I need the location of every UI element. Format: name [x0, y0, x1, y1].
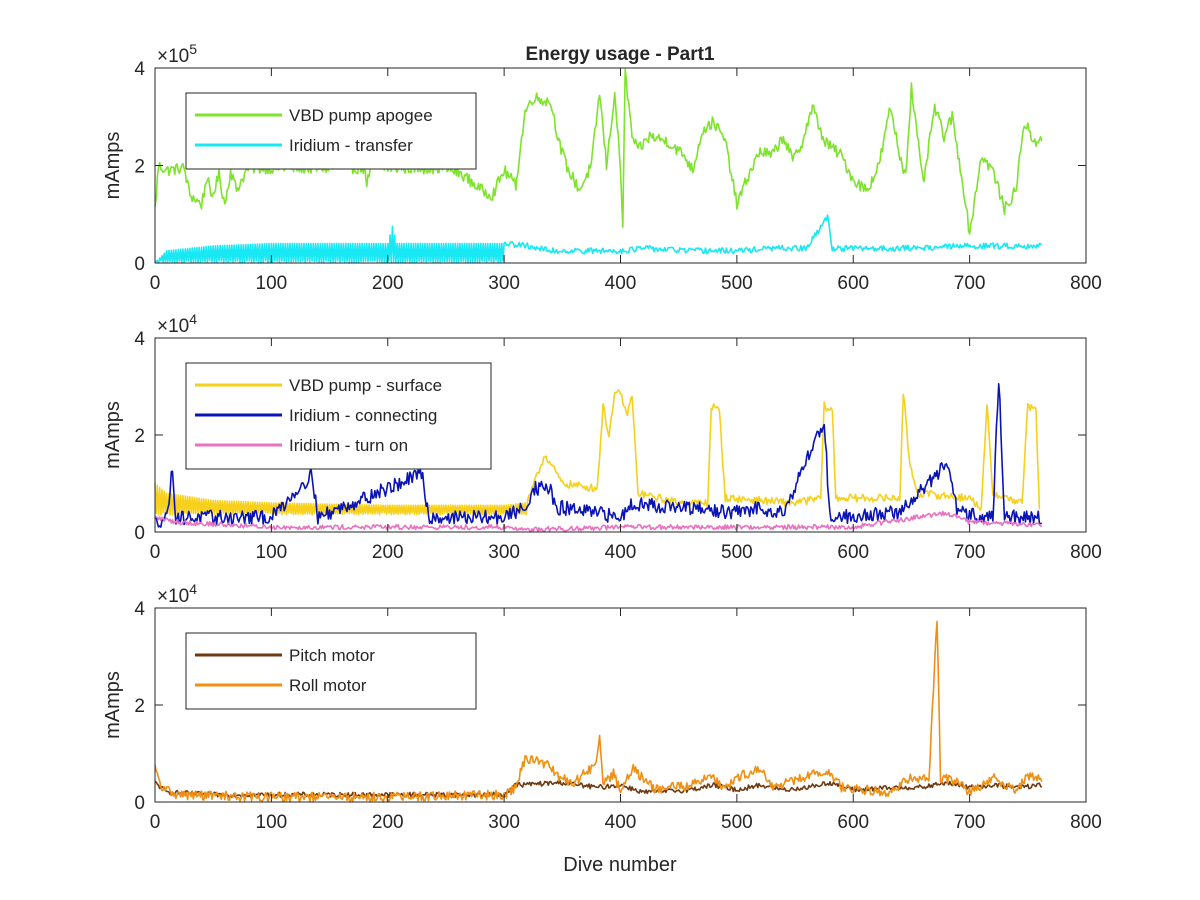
x-tick-label: 500 [721, 812, 753, 833]
y-axis-label: mAmps [102, 671, 124, 739]
y-tick-label: 2 [134, 426, 145, 447]
x-tick-label: 700 [954, 542, 986, 563]
y-tick-label: 0 [134, 523, 145, 544]
legend-box [185, 632, 477, 710]
x-tick-label: 100 [256, 542, 288, 563]
x-tick-label: 500 [721, 273, 753, 294]
series-line-iridium-transfer [154, 214, 1043, 264]
chart-title: Energy usage - Part1 [525, 44, 714, 65]
series-line-vbd-pump-surface [154, 389, 1041, 516]
y-tick-label: 4 [134, 329, 145, 350]
x-tick-label: 400 [605, 542, 637, 563]
y-tick-label: 4 [134, 59, 145, 80]
x-tick-label: 200 [372, 542, 404, 563]
series-line-pitch-motor [154, 779, 1043, 798]
x-tick-label: 600 [837, 273, 869, 294]
legend-label: Iridium - transfer [289, 136, 413, 155]
x-tick-label: 400 [605, 812, 637, 833]
x-tick-label: 0 [150, 812, 161, 833]
subplot-1: 0 100 200 300 400 500 600 700 800 0 2 4 ×105 mAmps VBD… [102, 41, 1102, 294]
y-tick-label: 2 [134, 696, 145, 717]
legend-box [185, 92, 477, 170]
subplot-3: 0 100 200 300 400 500 600 700 800 0 2 4 ×104 mAmps Pit… [102, 581, 1102, 833]
y-tick-label: 0 [134, 254, 145, 275]
y-tick-label: 2 [134, 157, 145, 178]
x-tick-label: 800 [1070, 542, 1102, 563]
y-axis-label: mAmps [102, 401, 124, 469]
subplot-stack: 0 100 200 300 400 500 600 700 800024×105mAmpsVBD… [102, 41, 1102, 833]
x-tick-label: 100 [256, 812, 288, 833]
x-tick-label: 200 [372, 273, 404, 294]
x-tick-label: 800 [1070, 812, 1102, 833]
x-tick-label: 0 [150, 273, 161, 294]
series-line-iridium-connecting [154, 383, 1042, 528]
legend: Pitch motor Roll motor [185, 632, 477, 710]
y-tick-label: 4 [134, 599, 145, 620]
y-tick-label: 0 [134, 793, 145, 814]
x-tick-label: 600 [837, 812, 869, 833]
legend-label: Pitch motor [289, 646, 375, 665]
x-tick-label: 300 [488, 812, 520, 833]
x-tick-label: 200 [372, 812, 404, 833]
x-tick-label: 700 [954, 273, 986, 294]
y-exponent-label: ×104 [157, 311, 197, 337]
x-axis-label: Dive number [563, 854, 677, 876]
legend-label: Iridium - connecting [289, 406, 437, 425]
x-tick-label: 700 [954, 812, 986, 833]
legend: VBD pump - surface Iridium - connecting Ir… [185, 362, 492, 470]
legend-label: Iridium - turn on [289, 436, 408, 455]
y-axis-label: mAmps [102, 132, 124, 200]
y-exponent-label: ×104 [157, 581, 197, 607]
x-tick-label: 600 [837, 542, 869, 563]
subplot-2: 0 100 200 300 400 500 600 700 800 0 2 4 ×104 mAmps VBD… [102, 311, 1102, 563]
x-tick-label: 0 [150, 542, 161, 563]
series-line-roll-motor [154, 620, 1043, 803]
x-tick-label: 300 [488, 273, 520, 294]
x-tick-label: 100 [256, 273, 288, 294]
legend-label: Roll motor [289, 676, 367, 695]
x-tick-label: 400 [605, 273, 637, 294]
x-tick-label: 300 [488, 542, 520, 563]
legend-label: VBD pump - surface [289, 376, 442, 395]
legend-label: VBD pump apogee [289, 106, 433, 125]
legend: VBD pump apogee Iridium - transfer [185, 92, 477, 170]
x-tick-label: 800 [1070, 273, 1102, 294]
x-tick-label: 500 [721, 542, 753, 563]
series-line-iridium-turn-on [154, 510, 1043, 533]
y-exponent-label: ×105 [157, 41, 197, 67]
